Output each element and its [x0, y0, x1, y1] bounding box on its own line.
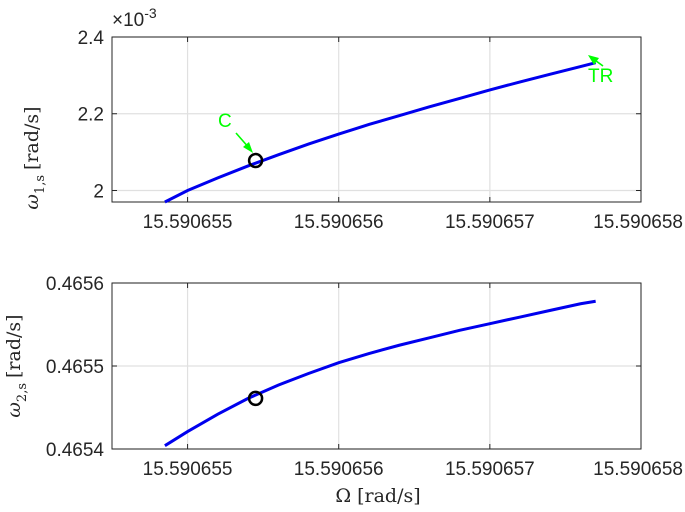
annotation-c-label: C — [218, 111, 232, 132]
bottom-panel-y-axis-symbol: ω — [3, 402, 25, 418]
top-panel-y-tick-label: 2 — [93, 181, 104, 202]
bottom-panel-y-axis-units: [rad/s] — [3, 314, 25, 378]
top-panel-y-tick-labels: 2 2.2 2.4 — [78, 28, 105, 202]
bottom-panel-x-axis-label: Ω [rad/s] — [335, 485, 420, 507]
bottom-panel-y-axis-label: ω2,s [rad/s] — [3, 314, 30, 417]
bottom-panel-x-axis-units: [rad/s] — [357, 485, 421, 507]
bottom-panel-x-axis-symbol: Ω — [335, 485, 351, 507]
top-panel-exponent-label: ×10-3 — [112, 5, 157, 31]
top-panel-tick-marks — [112, 36, 642, 202]
bottom-panel-y-tick-labels: 0.4654 0.4655 0.4656 — [46, 274, 105, 461]
top-panel-exponent-power: -3 — [144, 5, 157, 21]
annotation-tr-arrow — [588, 55, 604, 67]
top-panel-x-tick-label: 15.590657 — [445, 212, 535, 233]
bottom-panel-y-tick-label: 0.4656 — [46, 274, 104, 295]
bottom-panel-x-tick-label: 15.590655 — [143, 459, 233, 480]
top-panel-y-axis-units: [rad/s] — [21, 106, 43, 170]
bottom-panel-x-tick-label: 15.590658 — [593, 459, 683, 480]
annotation-c-arrow — [235, 132, 253, 153]
top-panel-y-tick-label: 2.2 — [78, 105, 104, 126]
bottom-panel-y-axis-subscript: 2,s — [15, 383, 30, 402]
bottom-panel-tick-marks — [112, 282, 642, 450]
top-panel-y-axis-subscript: 1,s — [33, 175, 48, 194]
top-panel-x-tick-labels: 15.590655 15.590656 15.590657 15.590658 — [143, 212, 683, 233]
bottom-panel-y-tick-label: 0.4654 — [46, 440, 105, 461]
bottom-panel-x-tick-labels: 15.590655 15.590656 15.590657 15.590658 — [143, 459, 683, 480]
top-panel-exponent-base: ×10 — [112, 10, 144, 31]
top-panel: 22.22.4 15.590655 15.590656 15.590657 15.59… — [21, 5, 683, 233]
top-panel-x-tick-label: 15.590656 — [294, 212, 384, 233]
top-panel-point-c-marker — [247, 152, 264, 169]
top-panel-grid — [112, 36, 642, 202]
top-panel-y-axis-symbol: ω — [21, 194, 43, 210]
top-panel-series-line — [164, 61, 597, 204]
top-panel-y-axis-label: ω1,s [rad/s] — [21, 106, 48, 209]
bottom-panel-point-marker — [247, 390, 264, 407]
top-panel-y-tick-label: 2.4 — [78, 28, 105, 49]
bottom-panel-series-line — [164, 299, 596, 447]
bottom-panel-x-tick-label: 15.590656 — [294, 459, 384, 480]
top-panel-axes-box — [111, 36, 642, 203]
bottom-panel-y-tick-label: 0.4655 — [46, 357, 104, 378]
top-panel-x-tick-label: 15.590658 — [593, 212, 683, 233]
top-panel-x-tick-label: 15.590655 — [143, 212, 233, 233]
annotation-tr-label: TR — [588, 66, 613, 87]
bottom-panel-x-tick-label: 15.590657 — [445, 459, 535, 480]
